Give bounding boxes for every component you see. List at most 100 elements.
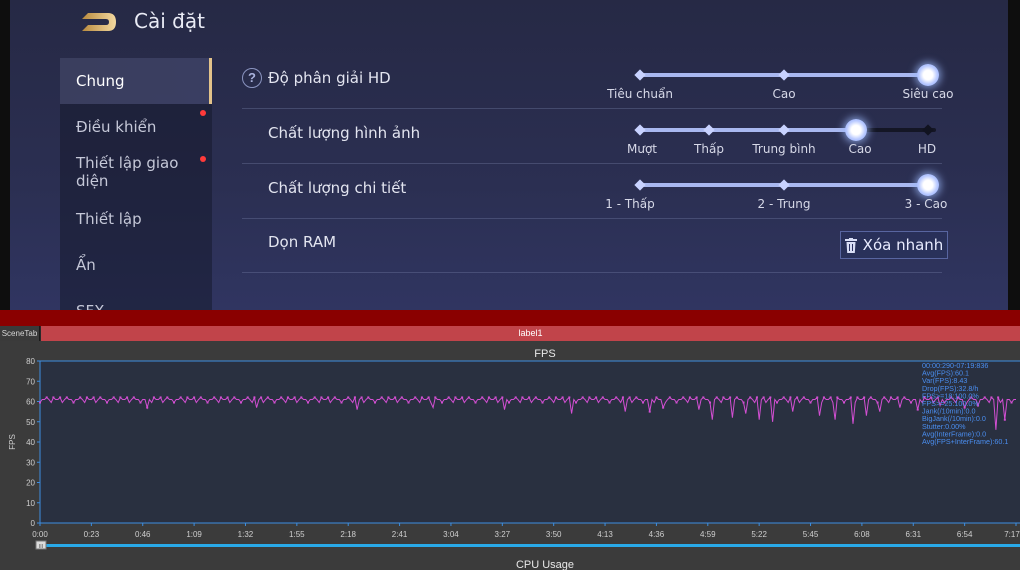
fps-point [863,396,866,399]
detail-quality-slider[interactable]: 1 - Thấp 2 - Trung 3 - Cao [605,165,947,219]
fps-point [206,401,209,404]
x-tick-label: 4:13 [597,530,613,539]
x-tick-label: 1:09 [186,530,202,539]
profiler-panel: FPS FPS 0 10 20 30 40 50 60 70 80 0:00 0:23 0:46 1:09… [0,341,1020,570]
sidebar-item-setup[interactable]: Thiết lập [60,196,212,242]
fps-point [682,396,685,399]
fps-point [809,401,812,404]
stats-line: FPS>=25:100.0% [922,399,979,408]
fps-point [1010,401,1013,404]
fps-point [568,396,571,399]
fps-point [789,396,792,399]
x-tick-label: 3:27 [495,530,511,539]
fps-point [487,396,490,399]
setting-label: Dọn RAM [268,233,337,251]
sidebar-item-label: Ẩn [76,256,96,274]
slider-tick-label: Cao [848,142,872,156]
fps-point [849,396,852,399]
slider-node[interactable] [703,124,715,136]
fps-point [333,396,336,399]
slider-node[interactable] [634,179,646,191]
x-tick-label: 5:22 [751,530,767,539]
x-tick-label: 4:59 [700,530,716,539]
fps-point [213,396,216,399]
slider-node[interactable] [778,179,790,191]
slider-tick-label: Tiêu chuẩn [607,87,673,101]
sidebar-item-sfx[interactable]: SFX [60,288,212,310]
slider-node[interactable] [634,124,646,136]
quick-clear-label: Xóa nhanh [862,236,944,254]
fps-point [260,396,263,399]
fps-point [454,396,457,399]
slider-thumb[interactable] [917,174,939,196]
fps-point [997,396,1000,399]
stats-line: BigJank(/10min):0.0 [922,414,986,423]
x-tick-label: 4:36 [649,530,665,539]
sidebar-item-hidden[interactable]: Ẩn [60,242,212,288]
fps-point [159,396,162,399]
fps-point [910,401,913,404]
x-tick-label: 0:46 [135,530,151,539]
slider-thumb[interactable] [845,119,867,141]
slider-tick-label: Mượt [626,142,658,156]
y-tick-label: 60 [26,398,35,407]
fps-point [829,396,832,399]
fps-point [72,401,75,404]
x-tick-label: 7:17 [1004,530,1020,539]
fps-point [648,410,651,413]
fps-point [307,401,310,404]
fps-series-line [39,395,1016,430]
help-icon[interactable]: ? [242,68,262,88]
fps-point [119,396,122,399]
fps-point [1003,418,1006,421]
fps-point [601,396,604,399]
quick-clear-button[interactable]: Xóa nhanh [840,231,948,259]
slider-node[interactable] [634,69,646,81]
slider-node[interactable] [922,124,934,136]
fps-point [635,396,638,399]
fps-point [353,396,356,399]
image-quality-slider[interactable]: Mượt Thấp Trung bình Cao HD [627,110,940,164]
fps-point [340,401,343,404]
fps-point [668,396,671,399]
sidebar-item-interface[interactable]: Thiết lập giao diện [60,150,212,196]
fps-point [554,396,557,399]
timeline-bar[interactable] [36,544,1020,547]
back-arrow-icon[interactable] [78,10,118,34]
slider-node[interactable] [778,124,790,136]
y-tick-label: 30 [26,458,35,467]
x-tick-label: 3:50 [546,530,562,539]
x-tick-label: 0:00 [32,530,48,539]
fps-point [139,401,142,404]
sidebar-item-controls[interactable]: Điều khiển [60,104,212,150]
x-tick-label: 6:31 [905,530,921,539]
resolution-slider[interactable]: Tiêu chuẩn Cao Siêu cao [607,55,954,109]
sidebar-item-general[interactable]: Chung [60,58,212,104]
sidebar-item-label: Chung [76,72,125,90]
fps-point [447,396,450,399]
slider-node[interactable] [778,69,790,81]
label-tab[interactable]: label1 [41,326,1020,341]
fps-point [79,396,82,399]
slider-tick-label: Cao [772,87,796,101]
slider-thumb[interactable] [917,64,939,86]
fps-point [521,396,524,399]
fps-point [869,396,872,399]
fps-point [541,401,544,404]
fps-point [528,396,531,399]
fps-point [735,396,738,399]
fps-point [461,396,464,399]
fps-point [950,396,953,399]
trash-icon [844,237,857,253]
notification-dot [200,156,206,162]
scene-tab[interactable]: SceneTab [0,326,40,341]
fps-point [347,396,350,399]
x-tick-label: 3:04 [443,530,459,539]
fps-point [990,396,993,399]
slider-tick-label: 1 - Thấp [605,197,655,211]
fps-point [709,401,712,404]
fps-point [374,401,377,404]
timeline-handle-grip: III [39,544,43,550]
fps-point [441,401,444,404]
timeline-handle[interactable] [35,540,47,550]
